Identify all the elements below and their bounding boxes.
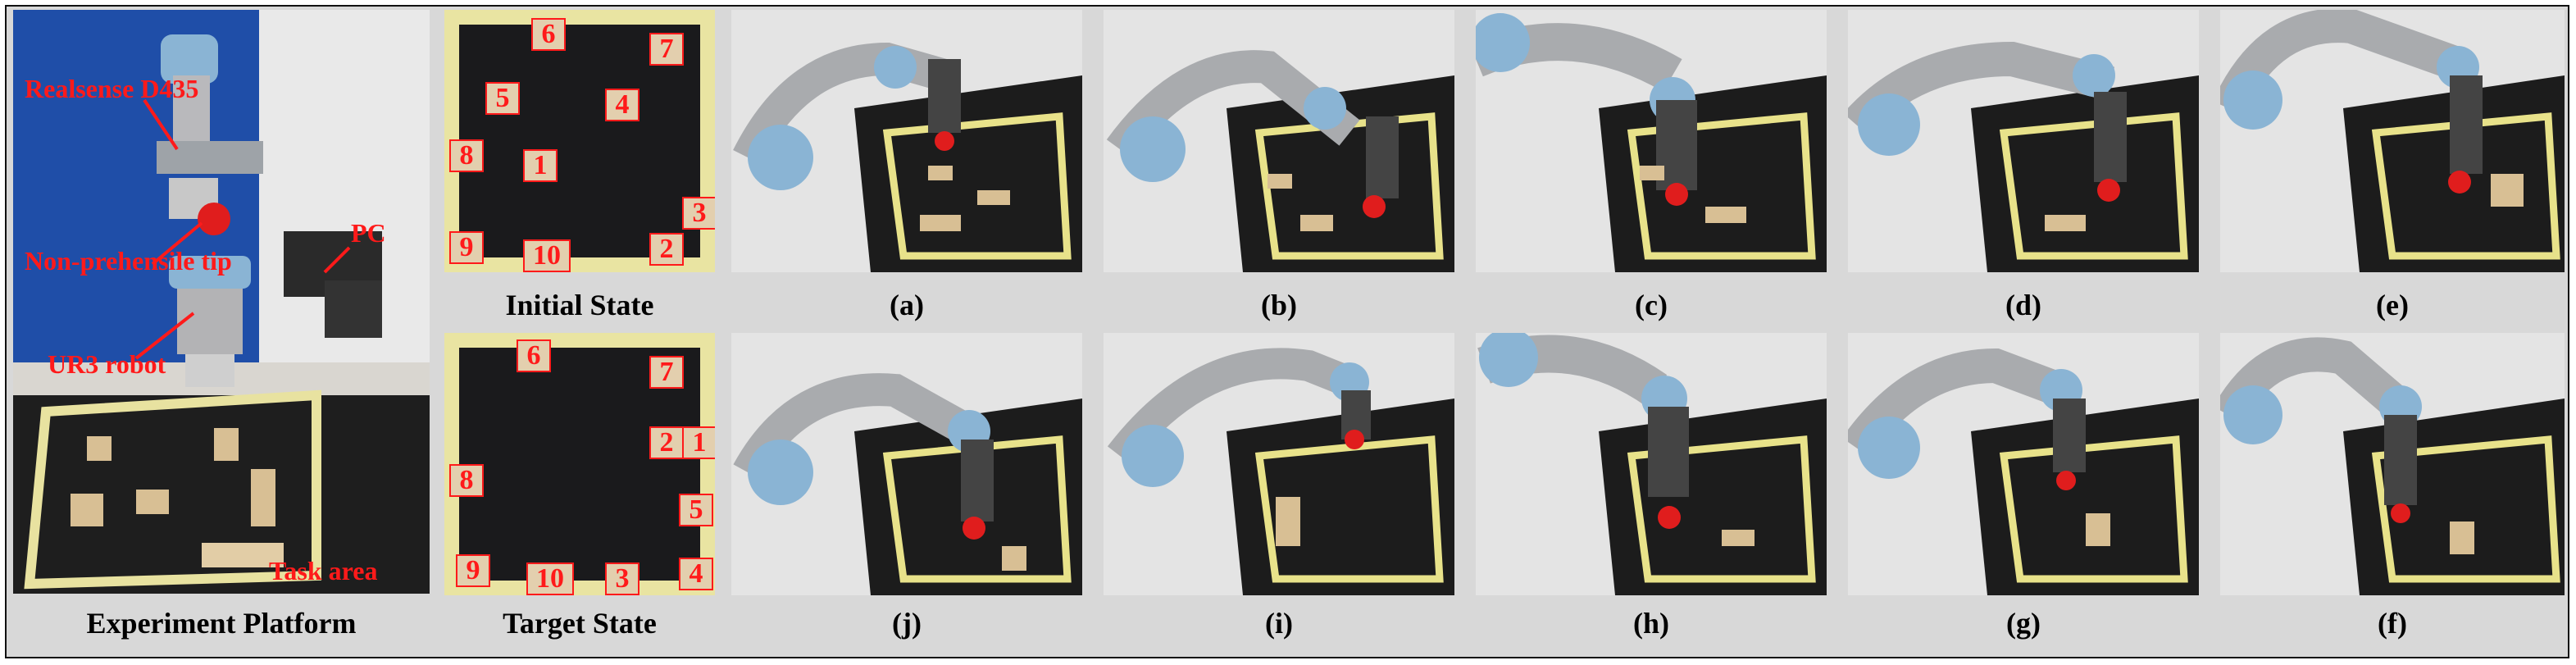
pc-label: PC [351, 218, 386, 248]
target-state-caption: Target State [503, 607, 657, 640]
label-a: (a) [890, 289, 924, 321]
task-area-label: Task area [269, 556, 378, 585]
label-e: (e) [2376, 289, 2409, 321]
target-block-6: 6 [517, 339, 551, 372]
frame-b-scene [1104, 10, 1454, 272]
initial-block-5: 5 [485, 82, 520, 115]
frame-j-photo [731, 333, 1082, 595]
target-block-5: 5 [679, 494, 713, 526]
frame-g-photo [1848, 333, 2199, 595]
frame-e-scene [2220, 10, 2565, 272]
target-block-4: 4 [679, 558, 713, 590]
frame-c-photo [1476, 10, 1827, 272]
label-j: (j) [892, 607, 922, 640]
frame-i-photo [1104, 333, 1454, 595]
frame-e-photo [2220, 10, 2565, 272]
frame-c-scene [1476, 10, 1827, 272]
label-i: (i) [1265, 607, 1293, 640]
initial-state-board: 6 7 5 4 8 1 3 9 10 2 [444, 10, 715, 272]
initial-block-2: 2 [649, 233, 684, 266]
frame-h-scene [1476, 333, 1827, 595]
label-b: (b) [1261, 289, 1297, 321]
platform-caption: Experiment Platform [86, 607, 357, 640]
frame-f-photo [2220, 333, 2565, 595]
initial-block-1: 1 [523, 149, 558, 182]
platform-photo [13, 10, 430, 594]
target-block-10: 10 [526, 563, 574, 595]
label-d: (d) [2005, 289, 2041, 321]
frame-d-photo [1848, 10, 2199, 272]
target-block-2: 2 [649, 426, 684, 459]
frame-g-scene [1848, 333, 2199, 595]
target-block-7: 7 [649, 356, 684, 389]
initial-state-caption: Initial State [505, 289, 654, 321]
target-block-3: 3 [605, 563, 639, 595]
label-c: (c) [1635, 289, 1668, 321]
frame-a-scene [731, 10, 1082, 272]
label-f: (f) [2378, 607, 2407, 640]
frame-f-scene [2220, 333, 2565, 595]
initial-block-4: 4 [605, 89, 639, 121]
label-g: (g) [2006, 607, 2041, 640]
initial-block-8: 8 [449, 139, 484, 172]
target-block-1: 1 [682, 426, 715, 459]
target-state-board: 6 7 2 1 8 5 9 10 3 4 [444, 333, 715, 595]
initial-block-9: 9 [449, 231, 484, 264]
frame-b-photo [1104, 10, 1454, 272]
initial-block-3: 3 [682, 197, 715, 230]
frame-j-scene [731, 333, 1082, 595]
robot-label: UR3 robot [48, 349, 166, 379]
target-block-8: 8 [449, 464, 484, 497]
callout-lines [134, 98, 351, 360]
frame-a-photo [731, 10, 1082, 272]
target-block-9: 9 [456, 554, 490, 587]
initial-block-6: 6 [531, 18, 566, 51]
label-h: (h) [1633, 607, 1669, 640]
tip-label: Non-prehensile tip [25, 246, 232, 276]
platform-scene [13, 10, 430, 594]
initial-block-7: 7 [649, 33, 684, 66]
frame-d-scene [1848, 10, 2199, 272]
frame-h-photo [1476, 333, 1827, 595]
camera-label: Realsense D435 [25, 74, 199, 103]
initial-block-10: 10 [523, 239, 571, 272]
frame-i-scene [1104, 333, 1454, 595]
figure-frame: Realsense D435 PC Non-prehensile tip UR3… [5, 5, 2569, 658]
